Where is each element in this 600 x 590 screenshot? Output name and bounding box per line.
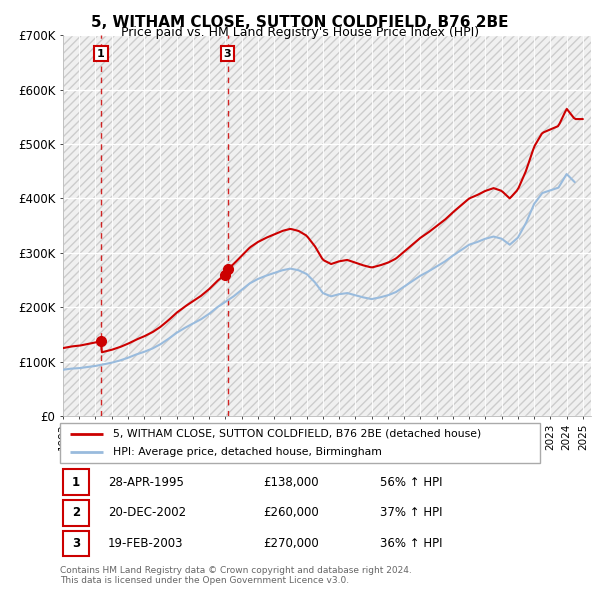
Text: 37% ↑ HPI: 37% ↑ HPI [380, 506, 443, 519]
Text: 2: 2 [72, 506, 80, 519]
Text: 1: 1 [72, 476, 80, 489]
Text: £138,000: £138,000 [263, 476, 319, 489]
FancyBboxPatch shape [62, 530, 89, 556]
Text: 5, WITHAM CLOSE, SUTTON COLDFIELD, B76 2BE: 5, WITHAM CLOSE, SUTTON COLDFIELD, B76 2… [91, 15, 509, 30]
FancyBboxPatch shape [60, 423, 540, 463]
Text: Contains HM Land Registry data © Crown copyright and database right 2024.
This d: Contains HM Land Registry data © Crown c… [60, 566, 412, 585]
Text: 3: 3 [224, 49, 232, 59]
Text: Price paid vs. HM Land Registry's House Price Index (HPI): Price paid vs. HM Land Registry's House … [121, 26, 479, 39]
Text: 56% ↑ HPI: 56% ↑ HPI [380, 476, 443, 489]
Text: 28-APR-1995: 28-APR-1995 [108, 476, 184, 489]
Text: 20-DEC-2002: 20-DEC-2002 [108, 506, 186, 519]
Text: £270,000: £270,000 [263, 537, 319, 550]
Text: 36% ↑ HPI: 36% ↑ HPI [380, 537, 443, 550]
Text: 19-FEB-2003: 19-FEB-2003 [108, 537, 184, 550]
Text: HPI: Average price, detached house, Birmingham: HPI: Average price, detached house, Birm… [113, 447, 382, 457]
Text: 3: 3 [72, 537, 80, 550]
Text: 1: 1 [97, 49, 105, 59]
Text: £260,000: £260,000 [263, 506, 319, 519]
FancyBboxPatch shape [62, 500, 89, 526]
Text: 5, WITHAM CLOSE, SUTTON COLDFIELD, B76 2BE (detached house): 5, WITHAM CLOSE, SUTTON COLDFIELD, B76 2… [113, 429, 481, 439]
FancyBboxPatch shape [62, 469, 89, 495]
